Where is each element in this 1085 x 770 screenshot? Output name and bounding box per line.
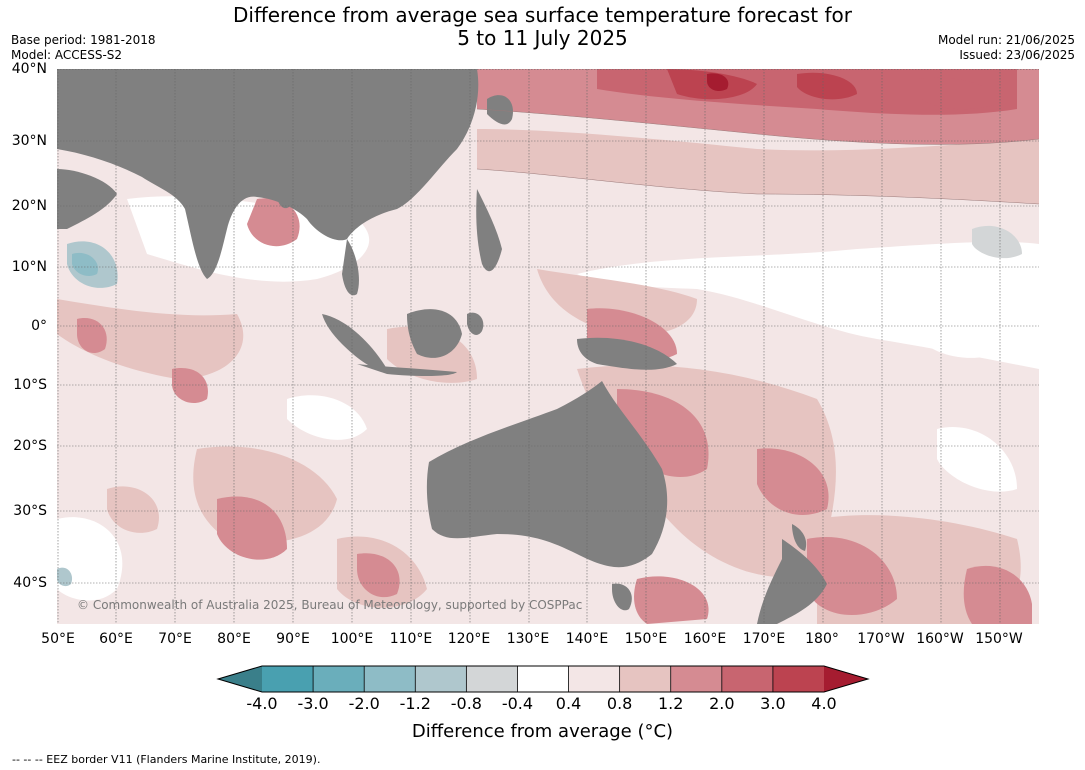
colorbar-tick-label: -3.0	[297, 694, 329, 713]
colorbar-swatch	[466, 666, 518, 692]
colorbar-tick-label: 3.0	[760, 694, 786, 713]
lon-label: 160°W	[916, 631, 964, 647]
contour-lines	[476, 108, 1039, 205]
colorbar-outline	[216, 665, 870, 693]
eez-footnote: -- -- -- EEZ border V11 (Flanders Marine…	[12, 753, 321, 766]
colorbar-tick-label: 2.0	[709, 694, 735, 713]
lon-label: 150°E	[624, 631, 668, 647]
model-run: Model run: 21/06/2025	[937, 33, 1075, 47]
colorbar-tick-label: -2.0	[348, 694, 380, 713]
lat-label: 10°N	[11, 259, 47, 275]
colorbar-swatch	[721, 666, 774, 692]
colorbar-tick-label: 0.8	[606, 694, 633, 713]
title-line-2: 5 to 11 July 2025	[457, 26, 628, 50]
lon-label: 60°E	[99, 631, 133, 647]
copyright-notice: © Commonwealth of Australia 2025, Bureau…	[77, 598, 582, 612]
colorbar-tick-label: -1.2	[399, 694, 431, 713]
lon-label: 140°E	[565, 631, 609, 647]
lon-label: 130°E	[506, 631, 550, 647]
lat-label: 20°N	[11, 198, 47, 214]
colorbar-tick-label: 4.0	[811, 694, 837, 713]
lon-label: 150°W	[975, 631, 1023, 647]
lon-label: 160°E	[683, 631, 727, 647]
lon-label: 50°E	[41, 631, 75, 647]
colorbar-swatch	[568, 666, 621, 692]
map-title: Difference from average sea surface temp…	[0, 4, 1085, 50]
lat-label: 20°S	[13, 438, 47, 454]
base-period: Base period: 1981-2018	[11, 33, 156, 47]
lon-label: 110°E	[389, 631, 433, 647]
colorbar-swatch	[772, 666, 825, 692]
land-masses	[57, 69, 827, 624]
meta-right: Model run: 21/06/2025 Issued: 23/06/2025	[938, 33, 1075, 63]
colorbar-tick-label: 0.4	[555, 694, 582, 713]
title-line-1: Difference from average sea surface temp…	[232, 3, 852, 27]
sst-anomaly-map: © Commonwealth of Australia 2025, Bureau…	[57, 69, 1039, 624]
issued-date: Issued: 23/06/2025	[959, 48, 1075, 62]
lon-label: 120°E	[447, 631, 491, 647]
lat-label: 40°S	[13, 575, 47, 591]
lat-label: 30°S	[13, 503, 47, 519]
model-name: Model: ACCESS-S2	[11, 48, 123, 62]
lon-label: 90°E	[276, 631, 310, 647]
lon-label: 70°E	[158, 631, 192, 647]
colorbar-swatch	[415, 666, 467, 692]
colorbar-swatches	[218, 666, 868, 692]
graticule	[57, 69, 1039, 624]
lon-label: 180°	[805, 631, 839, 647]
lat-label: 40°N	[11, 61, 47, 77]
colorbar-tick-label: -0.8	[450, 694, 482, 713]
colorbar-label: Difference from average (°C)	[411, 721, 674, 742]
colorbar-tick-label: -0.4	[501, 694, 534, 713]
colorbar-extend-high	[824, 666, 868, 692]
colorbar-extend-low	[218, 666, 262, 692]
colorbar-swatch	[313, 666, 365, 692]
lat-label: 0°	[31, 318, 47, 334]
lon-label: 100°E	[330, 631, 374, 647]
lon-label: 170°E	[742, 631, 786, 647]
lon-label: 170°W	[857, 631, 905, 647]
lat-label: 10°S	[13, 377, 47, 393]
colorbar-swatch	[364, 666, 416, 692]
colorbar-swatch	[262, 666, 314, 692]
lat-label: 30°N	[11, 133, 47, 149]
lon-label: 80°E	[217, 631, 251, 647]
colorbar-swatch	[517, 666, 570, 692]
colorbar-swatch	[670, 666, 723, 692]
colorbar-tick-label: -4.0	[246, 694, 278, 713]
meta-left: Base period: 1981-2018 Model: ACCESS-S2	[11, 33, 156, 63]
colorbar-tick-label: 1.2	[657, 694, 684, 713]
colorbar-swatch	[619, 666, 672, 692]
